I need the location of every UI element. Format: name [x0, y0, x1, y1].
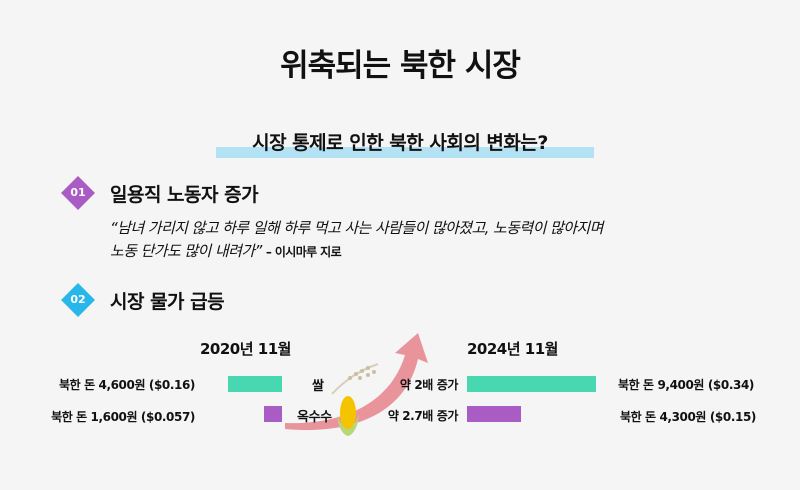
quote-attribution: – 이시마루 지로	[265, 245, 342, 259]
section-01-heading: 일용직 노동자 증가	[110, 184, 259, 206]
rice-left-bar	[228, 376, 282, 392]
rice-label: 쌀	[312, 379, 324, 394]
rice-change: 약 2배 증가	[399, 378, 458, 392]
year-left: 2020년 11월	[200, 340, 291, 358]
section-01-number: 01	[70, 186, 86, 199]
rice-right-bar	[467, 376, 596, 392]
page-title: 위축되는 북한 시장	[280, 48, 521, 84]
section-01-quote: “남녀 가리지 않고 하루 일해 하루 먹고 사는 사람들이 많아졌고, 노동력…	[110, 217, 603, 264]
year-right: 2024년 11월	[467, 340, 558, 358]
rice-left-price: 북한 돈 4,600원 ($0.16)	[59, 378, 195, 392]
section-02-number: 02	[70, 293, 86, 306]
rice-right-price: 북한 돈 9,400원 ($0.34)	[618, 378, 754, 392]
subtitle-highlight	[216, 147, 594, 158]
corn-left-bar	[264, 406, 282, 422]
rice-icon	[331, 363, 379, 395]
corn-change: 약 2.7배 증가	[387, 409, 459, 423]
corn-right-price: 북한 돈 4,300원 ($0.15)	[620, 410, 756, 424]
quote-line-2: 노동 단가도 많이 내려가”	[110, 242, 262, 260]
corn-icon	[337, 396, 359, 436]
corn-right-bar	[467, 406, 521, 422]
subtitle: 시장 통제로 인한 북한 사회의 변화는?	[252, 132, 548, 154]
corn-label: 옥수수	[297, 410, 332, 425]
corn-left-price: 북한 돈 1,600원 ($0.057)	[51, 410, 195, 424]
section-02-heading: 시장 물가 급등	[110, 291, 225, 313]
rising-arrow-icon	[285, 333, 428, 431]
quote-line-1: “남녀 가리지 않고 하루 일해 하루 먹고 사는 사람들이 많아졌고, 노동력…	[110, 219, 603, 237]
